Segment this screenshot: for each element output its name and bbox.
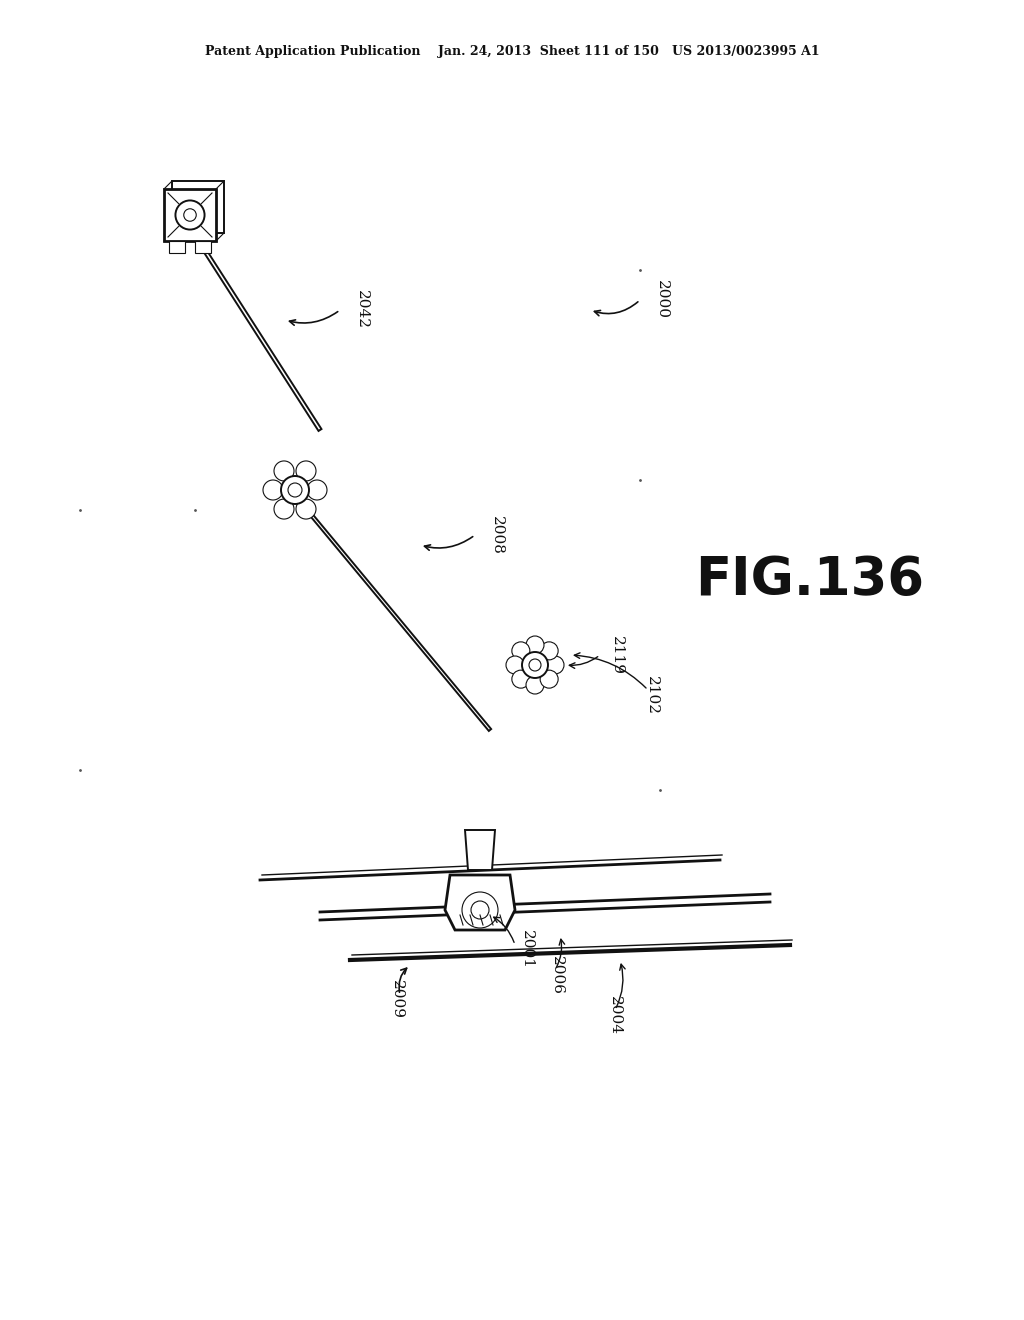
Text: FIG.136: FIG.136: [695, 554, 925, 606]
Circle shape: [296, 461, 316, 480]
Circle shape: [522, 652, 548, 678]
Circle shape: [526, 636, 544, 653]
Circle shape: [506, 656, 524, 675]
Text: 2001: 2001: [520, 931, 534, 969]
Polygon shape: [164, 189, 216, 242]
Polygon shape: [169, 242, 185, 253]
Polygon shape: [445, 875, 515, 931]
Text: 2119: 2119: [610, 635, 624, 675]
Circle shape: [263, 480, 283, 500]
Polygon shape: [302, 504, 492, 731]
Circle shape: [274, 461, 294, 480]
Text: 2009: 2009: [390, 981, 404, 1019]
Text: 2006: 2006: [550, 956, 564, 994]
Text: Patent Application Publication    Jan. 24, 2013  Sheet 111 of 150   US 2013/0023: Patent Application Publication Jan. 24, …: [205, 45, 819, 58]
Text: 2004: 2004: [608, 995, 622, 1035]
Circle shape: [540, 671, 558, 688]
Text: 2000: 2000: [655, 281, 669, 319]
Circle shape: [296, 499, 316, 519]
Polygon shape: [195, 242, 211, 253]
Circle shape: [512, 671, 529, 688]
Polygon shape: [465, 830, 495, 870]
Circle shape: [281, 477, 309, 504]
Text: 2008: 2008: [490, 516, 504, 554]
Circle shape: [540, 642, 558, 660]
Circle shape: [526, 676, 544, 694]
Text: 2042: 2042: [355, 290, 369, 330]
Text: 2102: 2102: [645, 676, 659, 714]
Circle shape: [274, 499, 294, 519]
Circle shape: [512, 642, 529, 660]
Circle shape: [307, 480, 327, 500]
Circle shape: [546, 656, 564, 675]
Polygon shape: [199, 242, 322, 430]
